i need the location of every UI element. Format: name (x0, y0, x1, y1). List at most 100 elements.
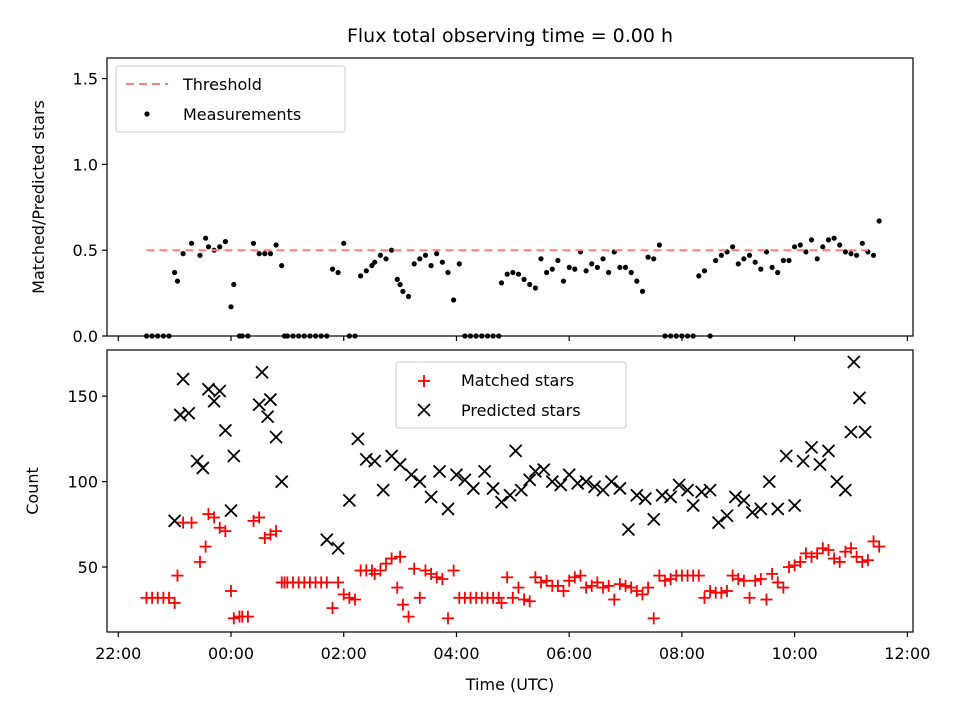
matched-star-point (602, 579, 615, 592)
matched-star-point (402, 610, 415, 623)
predicted-star-point (255, 365, 269, 379)
matched-star-point (540, 574, 553, 587)
matched-star-point (208, 511, 221, 524)
matched-star-point (816, 542, 829, 555)
measurement-point (741, 256, 747, 262)
predicted-star-point (728, 490, 743, 504)
predicted-star-point (703, 483, 717, 497)
bottom-plot-frame (106, 349, 914, 633)
predicted-star-point (503, 488, 517, 502)
matched-star-point (721, 584, 733, 597)
top-plot-frame (106, 57, 914, 337)
predicted-star-point (852, 391, 867, 405)
predicted-star-point (745, 505, 760, 520)
top-y-tick-label: 0.0 (73, 327, 98, 346)
matched-star-point (732, 573, 745, 586)
predicted-star-point (579, 474, 593, 489)
matched-star-point (766, 567, 779, 580)
measurement-point (701, 268, 708, 274)
measurement-point (422, 252, 429, 258)
measurement-point (197, 252, 203, 258)
matched-star-point (396, 598, 409, 611)
measurement-point (560, 278, 567, 284)
predicted-star-point (449, 468, 464, 482)
matched-star-point (613, 578, 626, 591)
matched-star-point (374, 564, 387, 577)
matched-star-point (349, 593, 361, 606)
predicted-star-point (737, 493, 751, 508)
x-tick-label: 12:00 (884, 644, 930, 663)
measurement-point (825, 237, 832, 243)
matched-star-point (495, 596, 508, 609)
predicted-star-point (638, 492, 652, 506)
matched-star-point (771, 576, 784, 589)
matched-star-point (557, 584, 570, 597)
matched-star-point (692, 569, 705, 582)
predicted-star-point (252, 398, 266, 412)
matched-star-point (833, 555, 846, 568)
predicted-star-point (176, 372, 190, 386)
matched-star-point (591, 576, 604, 589)
measurement-point (250, 240, 257, 246)
measurement-point (735, 261, 741, 267)
legend-measurements-swatch (144, 111, 150, 117)
measurement-point (515, 271, 522, 277)
predicted-star-point (779, 449, 793, 463)
measurement-point (622, 264, 629, 270)
measurement-point (329, 266, 336, 272)
measurement-point (510, 269, 516, 276)
matched-star-point (185, 516, 198, 529)
predicted-star-point (838, 483, 853, 497)
predicted-star-point (754, 502, 768, 516)
measurement-point (411, 261, 417, 267)
measurement-point (814, 256, 820, 262)
predicted-star-point (523, 473, 537, 487)
measurement-point (372, 259, 378, 265)
predicted-star-point (466, 481, 481, 496)
measurement-point (262, 251, 268, 257)
measurement-point (417, 256, 423, 262)
measurement-point (842, 249, 849, 255)
measurement-point (527, 281, 533, 288)
predicted-star-point (269, 430, 283, 444)
matched-star-point (163, 591, 175, 604)
measurement-point (589, 261, 595, 267)
legend-predicted-label: Predicted stars (461, 401, 581, 420)
matched-star-point (580, 581, 593, 594)
predicted-star-point (368, 454, 382, 468)
measurement-point (273, 242, 279, 248)
measurement-point (231, 281, 237, 288)
predicted-star-point (224, 504, 238, 518)
measurement-point (808, 237, 815, 243)
measurement-point (174, 278, 181, 284)
chart-title: Flux total observing time = 0.00 h (347, 25, 673, 47)
predicted-star-point (320, 533, 334, 547)
predicted-star-point (587, 480, 602, 494)
predicted-star-point (672, 478, 686, 492)
measurement-point (786, 257, 792, 264)
measurement-point (217, 244, 223, 250)
matched-star-point (492, 591, 505, 604)
measurement-point (363, 268, 369, 274)
measurement-point (228, 304, 234, 310)
measurement-point (634, 278, 640, 284)
matched-star-point (608, 593, 621, 606)
predicted-star-point (771, 502, 785, 516)
matched-star-point (698, 591, 711, 604)
bottom-count-points (140, 355, 886, 625)
predicted-star-point (260, 410, 275, 424)
measurement-point (538, 256, 544, 262)
matched-star-point (436, 573, 449, 586)
legend-measurements-label: Measurements (183, 105, 301, 124)
predicted-star-point (342, 493, 357, 508)
measurement-point (428, 263, 434, 269)
matched-star-point (227, 612, 240, 625)
matched-star-point (270, 525, 283, 538)
measurement-point (797, 242, 803, 248)
matched-star-point (408, 562, 421, 575)
measurement-point (180, 251, 186, 257)
matched-star-point (636, 588, 649, 601)
measurement-point (394, 276, 400, 282)
measurement-point (504, 271, 510, 277)
x-tick-label: 08:00 (659, 644, 705, 663)
